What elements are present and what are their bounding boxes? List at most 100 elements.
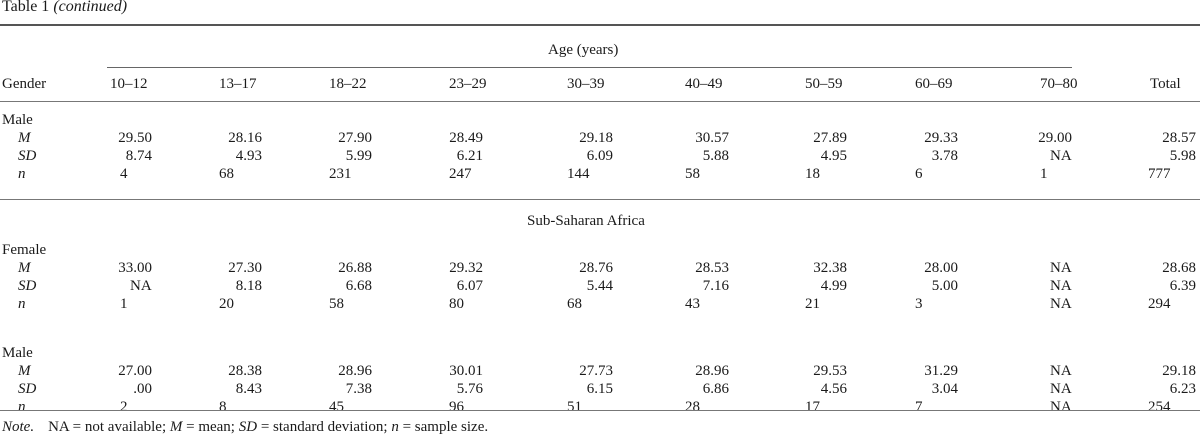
stat-label-n: n [18,399,26,415]
table-cell: 20 [219,296,234,312]
age-column-header: 50–59 [805,76,843,92]
section2-group-label: Male [2,345,33,361]
table-cell: 231 [329,166,352,182]
total-cell: 5.98 [1169,148,1196,164]
table-cell: 27.00 [118,363,152,379]
table-cell: 6.86 [702,381,729,397]
age-column-header: 10–12 [110,76,148,92]
table-cell: 3.04 [931,381,958,397]
table-cell: 6.15 [586,381,613,397]
table-cell: 247 [449,166,472,182]
table-cell: 27.30 [228,260,262,276]
top-rule [0,24,1200,26]
table-cell: 43 [685,296,700,312]
table-cell: 28.96 [695,363,729,379]
note-label: Note. [2,419,35,435]
table-cell: 4.95 [820,148,847,164]
note-na: NA = not available; [48,419,170,435]
table-cell: .00 [133,381,152,397]
table-caption: Table 1 (continued) [2,0,127,16]
stat-label-sd: SD [18,278,37,294]
table-cell: 33.00 [118,260,152,276]
note-m-symbol: M [169,419,183,435]
total-cell: 6.39 [1169,278,1196,294]
table-cell: 29.18 [579,130,613,146]
table-cell: 6.21 [456,148,483,164]
total-header: Total [1150,76,1181,92]
table-cell: 27.90 [338,130,372,146]
age-column-header: 23–29 [449,76,487,92]
age-column-header: 13–17 [219,76,257,92]
section2-group-label: Female [2,242,47,258]
age-column-header: 70–80 [1040,76,1078,92]
stat-label-sd: SD [18,381,37,397]
stat-label-m: M [18,130,31,146]
note-sd-symbol: SD [238,419,258,435]
note-sd: = standard deviation; [257,419,392,435]
note-mean: = mean; [182,419,239,435]
total-cell: 28.68 [1162,260,1196,276]
table-cell: 96 [449,399,464,415]
table-cell: 68 [567,296,582,312]
table-cell: 28.38 [228,363,262,379]
table-cell: 28.53 [695,260,729,276]
table-cell: 4.99 [820,278,847,294]
table-cell: 58 [329,296,344,312]
table-cell: 2 [120,399,128,415]
table-cell: 27.73 [579,363,613,379]
table-cell: 7.38 [345,381,372,397]
table-cell: 17 [805,399,820,415]
header-rule [0,101,1200,102]
table-cell: 4 [120,166,128,182]
region-header: Sub-Saharan Africa [527,213,645,229]
table-cell: 6.09 [586,148,613,164]
table-cell: 3 [915,296,923,312]
table-cell: 1 [120,296,128,312]
table-cell: 28.00 [924,260,958,276]
table-cell: 5.44 [586,278,613,294]
table-cell: 5.88 [702,148,729,164]
table-cell: NA [130,278,152,294]
total-cell: 254 [1148,399,1171,415]
table-cell: NA [1050,278,1072,294]
table-cell: 51 [567,399,582,415]
table-cell: NA [1050,381,1072,397]
table-cell: 29.32 [449,260,483,276]
table-cell: 18 [805,166,820,182]
note-n: = sample size. [398,419,489,435]
table-cell: 8.43 [235,381,262,397]
section-rule [0,199,1200,200]
table-cell: 28.16 [228,130,262,146]
table-cell: 21 [805,296,820,312]
total-cell: 28.57 [1162,130,1196,146]
total-cell: 294 [1148,296,1171,312]
table-cell: 28 [685,399,700,415]
table-cell: 6 [915,166,923,182]
table-cell: 8 [219,399,227,415]
table-cell: NA [1050,296,1072,312]
age-group-underline [107,67,1072,68]
age-column-header: 18–22 [329,76,367,92]
table-cell: 32.38 [813,260,847,276]
table-cell: 4.93 [235,148,262,164]
table-cell: 6.68 [345,278,372,294]
stat-label-n: n [18,296,26,312]
table-cell: 28.49 [449,130,483,146]
stat-label-sd: SD [18,148,37,164]
table-cell: NA [1050,260,1072,276]
table-cell: 6.07 [456,278,483,294]
age-column-header: 40–49 [685,76,723,92]
age-column-header: 60–69 [915,76,953,92]
total-cell: 777 [1148,166,1171,182]
total-cell: 6.23 [1169,381,1196,397]
caption-suffix: (continued) [53,0,128,15]
table-cell: 29.33 [924,130,958,146]
table-cell: 29.00 [1038,130,1072,146]
table-note: Note. NA = not available; M = mean; SD = … [2,419,488,436]
table-cell: 29.53 [813,363,847,379]
table-cell: 144 [567,166,590,182]
table-cell: 8.74 [125,148,152,164]
table-cell: 27.89 [813,130,847,146]
table-cell: 80 [449,296,464,312]
bottom-rule [0,410,1200,411]
